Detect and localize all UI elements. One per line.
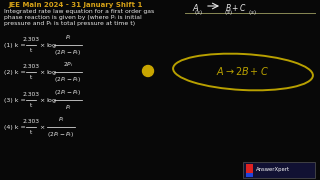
Text: $\times$ log: $\times$ log (39, 40, 57, 50)
Circle shape (142, 66, 154, 76)
Text: AnswerXpert: AnswerXpert (256, 168, 290, 172)
Text: 2.303: 2.303 (22, 119, 39, 124)
Text: (4) k =: (4) k = (4, 125, 26, 129)
Text: $(s)$: $(s)$ (194, 8, 203, 17)
Text: pressure and Pₜ is total pressure at time t): pressure and Pₜ is total pressure at tim… (4, 21, 135, 26)
Text: t: t (30, 130, 32, 135)
Text: $(2P_i - P_t)$: $(2P_i - P_t)$ (47, 130, 75, 139)
Text: phase reaction is given by (where Pᵢ is initial: phase reaction is given by (where Pᵢ is … (4, 15, 142, 20)
Text: t: t (30, 103, 32, 108)
Bar (246, 173, 253, 177)
Text: (2) k =: (2) k = (4, 69, 26, 75)
Text: (3) k =: (3) k = (4, 98, 26, 102)
Text: JEE Main 2024 - 31 January Shift 1: JEE Main 2024 - 31 January Shift 1 (8, 2, 142, 8)
Text: (1) k =: (1) k = (4, 42, 26, 48)
Text: $2P_i$: $2P_i$ (63, 60, 73, 69)
Text: t: t (30, 48, 32, 53)
Text: 2.303: 2.303 (22, 64, 39, 69)
Text: $A$: $A$ (192, 2, 200, 13)
Text: Integrated rate law equation for a first order gas: Integrated rate law equation for a first… (4, 8, 154, 14)
Text: $\times$ log: $\times$ log (39, 96, 57, 105)
Text: $\times$ log: $\times$ log (39, 68, 57, 76)
Text: $P_i$: $P_i$ (58, 115, 64, 124)
Text: 2.303: 2.303 (22, 37, 39, 42)
Text: $\times$: $\times$ (39, 123, 45, 131)
Text: $(2P_i - P_t)$: $(2P_i - P_t)$ (54, 88, 82, 97)
Text: $P_i$: $P_i$ (65, 103, 71, 112)
Bar (246, 164, 253, 173)
Text: $(2P_i - P_t)$: $(2P_i - P_t)$ (54, 48, 82, 57)
Text: 2.303: 2.303 (22, 92, 39, 97)
FancyBboxPatch shape (243, 162, 315, 178)
Text: t: t (30, 75, 32, 80)
Text: $A \rightarrow 2B + C$: $A \rightarrow 2B + C$ (216, 65, 268, 77)
Text: $(2P_i - P_t)$: $(2P_i - P_t)$ (54, 75, 82, 84)
Text: $(s)$: $(s)$ (248, 8, 257, 17)
Text: $B + C$: $B + C$ (225, 2, 247, 13)
Text: $(s)$: $(s)$ (224, 8, 233, 17)
Text: $P_i$: $P_i$ (65, 33, 71, 42)
